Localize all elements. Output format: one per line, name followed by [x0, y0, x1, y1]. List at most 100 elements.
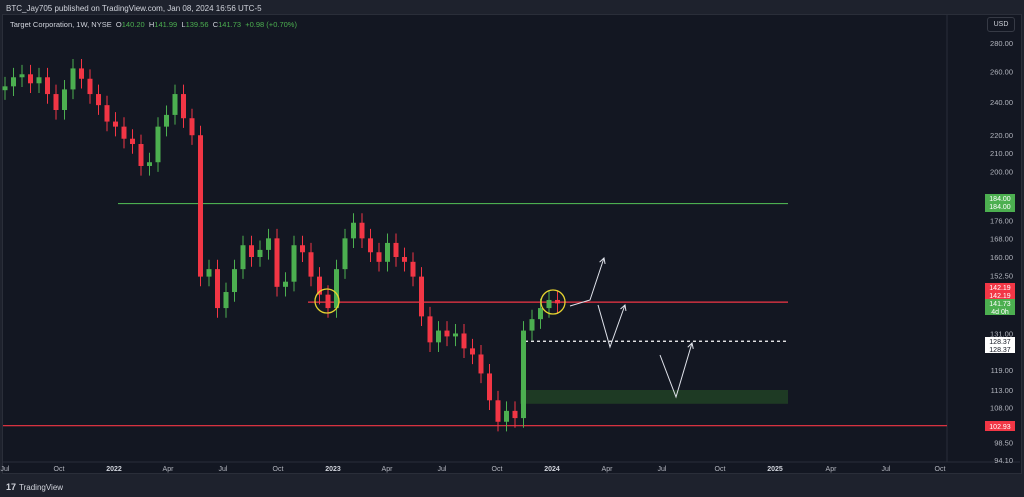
candle-body: [283, 281, 288, 287]
candle-body: [130, 138, 135, 145]
candle-body: [189, 118, 195, 136]
candle-body: [45, 77, 50, 95]
candle-body: [410, 261, 416, 277]
y-tick-label: 160.00: [990, 253, 1013, 262]
symbol-name: Target Corporation, 1W, NYSE: [10, 20, 112, 29]
y-tick-label: 220.00: [990, 131, 1013, 140]
x-tick-label: Apr: [163, 466, 175, 473]
candle-body: [53, 94, 59, 111]
candle-body: [419, 276, 424, 317]
open-label: O: [115, 20, 122, 29]
candle-body: [113, 121, 118, 127]
symbol-legend: Target Corporation, 1W, NYSE O140.20 H14…: [10, 20, 297, 29]
candle-body: [172, 94, 178, 115]
candle-body: [249, 245, 254, 258]
candle-body: [308, 252, 314, 277]
candle-body: [96, 94, 101, 106]
candle-body: [393, 242, 399, 258]
chart-frame[interactable]: [2, 14, 1022, 474]
x-tick-label: Oct: [492, 466, 503, 473]
price-tag-label: 184.00: [989, 196, 1011, 203]
price-tag-label: 128.37: [989, 347, 1011, 354]
x-tick-label: Apr: [826, 466, 838, 473]
candle-body: [138, 144, 144, 166]
y-tick-label: 200.00: [990, 168, 1013, 177]
candle-body: [385, 242, 390, 262]
y-tick-label: 119.00: [991, 366, 1013, 375]
candle-body: [359, 222, 365, 239]
y-tick-label: 108.00: [990, 403, 1013, 412]
candle-body: [291, 245, 297, 282]
candle-body: [121, 126, 127, 139]
candle-body: [317, 276, 322, 295]
candle-body: [427, 316, 433, 343]
candle-body: [529, 319, 535, 331]
arrowhead-icon: [599, 257, 606, 264]
candle-body: [521, 330, 526, 419]
candle-body: [402, 257, 407, 262]
projection-arrow: [597, 304, 626, 349]
publisher-info: BTC_Jay705 published on TradingView.com,…: [6, 4, 262, 13]
x-tick-label: 2022: [106, 466, 122, 473]
candle-body: [206, 269, 212, 277]
x-tick-label: 2024: [544, 466, 560, 473]
candle-body: [155, 126, 161, 163]
candle-body: [2, 86, 8, 91]
brand-name: TradingView: [19, 482, 64, 492]
candle-body: [538, 308, 543, 320]
y-tick-label: 240.00: [990, 98, 1013, 107]
candle-body: [495, 400, 501, 422]
candle-body: [470, 348, 475, 355]
candle-body: [28, 74, 33, 84]
high-label: H: [148, 20, 155, 29]
y-tick-label: 280.00: [990, 39, 1013, 48]
x-tick-label: Jul: [438, 466, 447, 473]
candle-body: [257, 249, 263, 258]
price-tag-label: 142.19: [989, 293, 1011, 300]
candle-body: [87, 78, 93, 95]
y-tick-label: 98.50: [994, 439, 1013, 448]
candle-body: [198, 135, 203, 277]
candle-body: [147, 162, 152, 166]
price-tag: [985, 283, 1015, 299]
close-value: 141.73: [218, 20, 242, 29]
x-tick-label: Apr: [382, 466, 394, 473]
y-tick-label: 210.00: [990, 149, 1013, 158]
candle-body: [70, 68, 76, 90]
candle-body: [555, 299, 560, 304]
candle-body: [19, 74, 25, 78]
candle-body: [512, 410, 518, 419]
price-tag-label: 184.00: [989, 204, 1011, 211]
candle-body: [504, 410, 509, 422]
projection-arrow: [569, 257, 605, 307]
candle-body: [36, 77, 42, 84]
x-tick-label: Apr: [602, 466, 614, 473]
projection-arrow: [659, 342, 693, 399]
candle-body: [300, 245, 305, 253]
candle-body: [164, 114, 169, 127]
candle-body: [376, 252, 382, 262]
y-tick-label: 152.50: [990, 271, 1013, 280]
candle-body: [266, 238, 271, 250]
candle-body: [487, 373, 492, 401]
x-tick-label: 2025: [767, 466, 783, 473]
candle-body: [79, 68, 84, 79]
candle-body: [240, 245, 246, 270]
x-tick-label: Oct: [935, 466, 946, 473]
x-tick-label: Oct: [715, 466, 726, 473]
price-tag: [985, 421, 1015, 431]
candle-body: [342, 238, 348, 270]
x-tick-label: Jul: [1, 466, 10, 473]
candle-body: [325, 294, 331, 309]
x-tick-label: Jul: [219, 466, 228, 473]
price-tag: [985, 299, 1015, 315]
y-tick-label: 176.00: [990, 217, 1013, 226]
low-label: L: [181, 20, 186, 29]
y-tick-label: 260.00: [990, 67, 1013, 76]
candle-body: [546, 299, 552, 309]
highlight-circle: [540, 289, 566, 315]
price-tag-label: 142.19: [989, 285, 1011, 292]
x-tick-label: 2023: [325, 466, 341, 473]
currency-button[interactable]: USD: [987, 17, 1015, 32]
